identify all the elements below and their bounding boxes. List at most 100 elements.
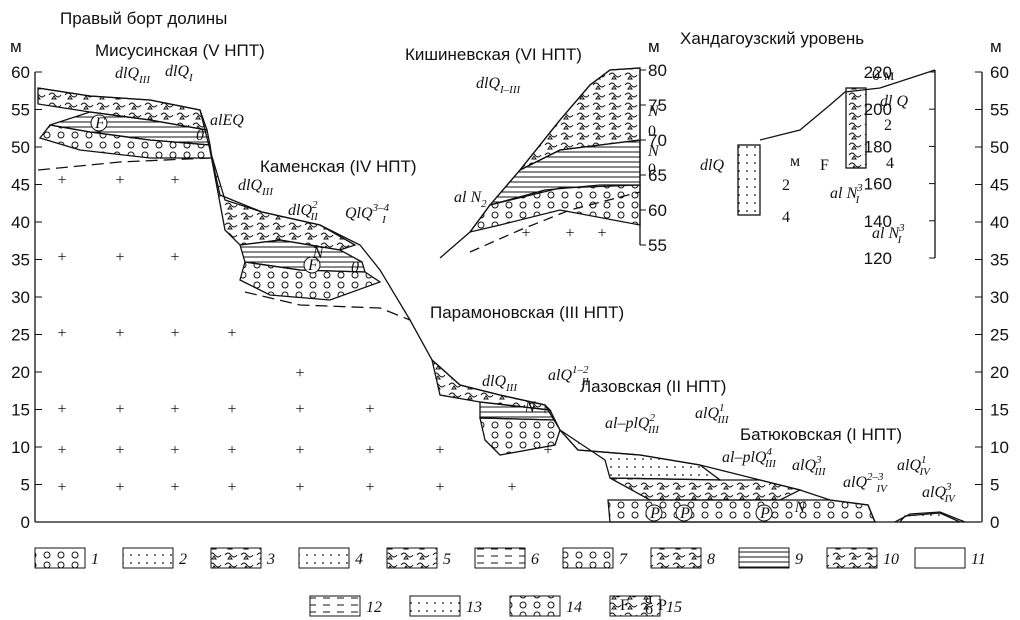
section-mark: F xyxy=(94,115,105,132)
geologic-label: dl Q xyxy=(880,93,908,110)
label-part: III xyxy=(261,186,274,198)
label-part: III xyxy=(647,424,660,436)
legend-number: 3 xyxy=(266,551,275,568)
bedrock-cross: + xyxy=(170,249,179,266)
legend-number: 1 xyxy=(91,551,99,568)
title: Правый борт долины xyxy=(60,9,227,28)
label-part: alQ xyxy=(548,367,572,384)
label-part: III xyxy=(717,414,730,426)
column-mark: 0 xyxy=(648,123,656,140)
legend-swatch xyxy=(299,548,349,568)
geologic-label: dlQIII xyxy=(115,65,151,86)
bedrock-cross: + xyxy=(57,401,66,418)
bedrock-cross: + xyxy=(540,402,549,419)
right-tick-label: 10 xyxy=(990,438,1009,457)
bedrock-cross: + xyxy=(365,479,374,496)
unit: м xyxy=(10,37,22,56)
legend-swatch xyxy=(827,548,877,568)
legend-number: 5 xyxy=(443,551,451,568)
right-tick-label: 25 xyxy=(990,326,1009,345)
bedrock-cross: + xyxy=(115,172,124,189)
bedrock-cross: + xyxy=(170,479,179,496)
bedrock-cross: + xyxy=(227,442,236,459)
unit: м xyxy=(990,37,1002,56)
legend-15-mark: F xyxy=(620,597,629,614)
legend-number: 12 xyxy=(366,599,382,616)
bedrock-cross: + xyxy=(597,225,606,242)
left-tick-label: 40 xyxy=(11,213,30,232)
unit: м xyxy=(648,37,660,56)
column-mark: 4 xyxy=(782,209,790,226)
inset-tick-label: 80 xyxy=(648,61,667,80)
bedrock-cross: + xyxy=(435,442,444,459)
bedrock-cross: + xyxy=(170,172,179,189)
column-mark: 4 xyxy=(886,155,894,172)
label-part: 2–3 xyxy=(867,471,884,483)
column-mark: F xyxy=(820,157,829,174)
geologic-label: alQ3III xyxy=(792,454,827,478)
right-tick-label: 20 xyxy=(990,363,1009,382)
section-mark: 0 xyxy=(196,127,204,144)
label-part: 4 xyxy=(766,446,772,458)
label-part: 3–4 xyxy=(372,202,390,214)
bedrock-cross: + xyxy=(115,401,124,418)
geologic-section: Правый борт долины0510152025303540455055… xyxy=(0,0,1020,620)
terrace-name: Мисусинская (V НПТ) xyxy=(95,41,265,60)
label-part: dl Q xyxy=(880,93,908,110)
label-part: 1 xyxy=(719,402,725,414)
legend-number: 7 xyxy=(619,551,628,568)
geologic-label: alEQ xyxy=(210,112,244,129)
left-tick-label: 15 xyxy=(11,401,30,420)
bedrock-cross: + xyxy=(365,442,374,459)
label-part: 3 xyxy=(856,182,863,194)
right-tick-label: 35 xyxy=(990,251,1009,270)
column-mark: 2 xyxy=(884,117,892,134)
legend-swatch xyxy=(739,548,789,568)
label-part: 2 xyxy=(649,412,655,424)
left-tick-label: 60 xyxy=(11,63,30,82)
label-part: I xyxy=(381,214,387,226)
bedrock-cross: + xyxy=(170,325,179,342)
section-mark: P xyxy=(649,505,660,522)
label-part: al N xyxy=(454,189,482,206)
label-part: alQ xyxy=(922,484,946,501)
bedrock-cross: + xyxy=(57,172,66,189)
bedrock-cross: + xyxy=(115,249,124,266)
section-mark: N xyxy=(524,399,537,416)
label-part: dlQ xyxy=(115,65,139,82)
legend-number: 11 xyxy=(971,551,986,568)
label-part: IV xyxy=(919,466,932,478)
geologic-label: dlQIII xyxy=(482,373,518,394)
inset-tick-label: 55 xyxy=(648,236,667,255)
label-part: dlQ xyxy=(700,157,724,174)
inset-tick-label: 180 xyxy=(864,137,892,156)
terrace-name: Лазовская (II НПТ) xyxy=(580,377,726,396)
legend-number: 14 xyxy=(566,599,582,616)
label-part: 1–2 xyxy=(572,364,589,376)
right-tick-label: 0 xyxy=(990,513,999,532)
label-part: II xyxy=(581,376,591,388)
left-tick-label: 55 xyxy=(11,101,30,120)
label-part: QlQ xyxy=(345,205,373,222)
label-part: alQ xyxy=(897,457,921,474)
bedrock-cross: + xyxy=(57,249,66,266)
label-part: III xyxy=(505,382,518,394)
left-tick-label: 25 xyxy=(11,326,30,345)
label-part: 3 xyxy=(898,222,905,234)
legend-swatch xyxy=(387,548,437,568)
label-part: dlQ xyxy=(476,75,500,92)
bedrock-cross: + xyxy=(295,365,304,382)
label-part: dlQ xyxy=(482,373,506,390)
legend-swatch xyxy=(35,548,85,568)
label-part: alQ xyxy=(792,457,816,474)
right-tick-label: 40 xyxy=(990,213,1009,232)
column-mark: 0 xyxy=(648,161,656,178)
right-tick-label: 5 xyxy=(990,476,999,495)
label-part: 1 xyxy=(921,454,927,466)
